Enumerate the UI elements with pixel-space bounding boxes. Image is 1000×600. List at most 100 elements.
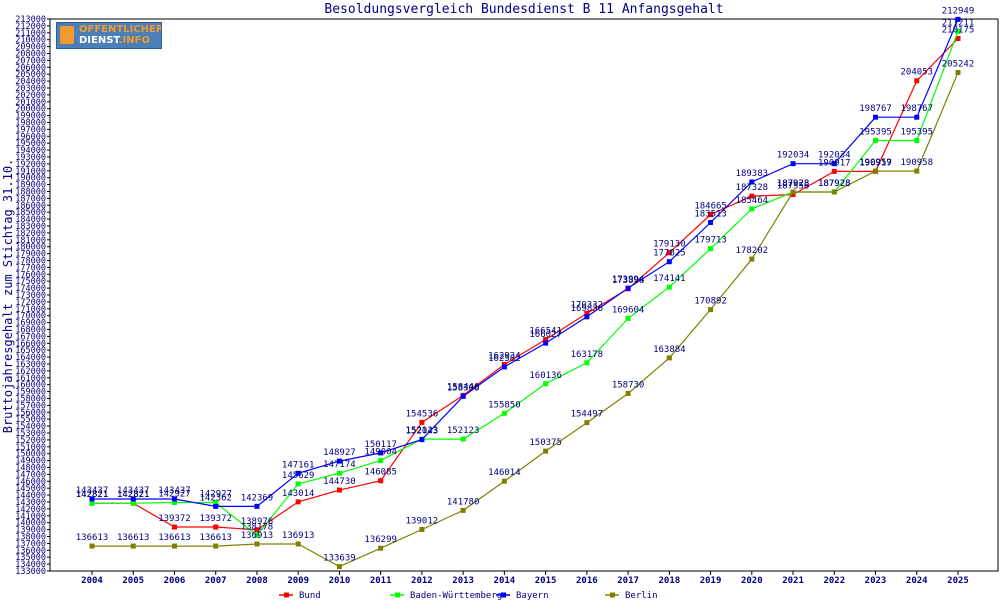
data-label: 136913: [241, 531, 274, 541]
y-tick-label: 152000: [15, 436, 46, 446]
data-label: 173994: [612, 275, 645, 285]
y-tick-label: 187000: [15, 194, 46, 204]
data-label: 204053: [901, 68, 934, 78]
data-point: [831, 161, 837, 167]
data-label: 152043: [406, 427, 439, 437]
x-tick-label: 2007: [205, 576, 227, 586]
x-tick-label: 2024: [906, 576, 928, 586]
data-point: [254, 532, 260, 538]
data-label: 150117: [364, 440, 397, 450]
data-label: 187928: [818, 179, 851, 189]
data-point: [584, 314, 590, 320]
x-tick-label: 2023: [865, 576, 887, 586]
data-point: [254, 503, 260, 509]
data-point: [955, 70, 961, 76]
data-point: [171, 543, 177, 549]
x-tick-label: 2020: [741, 576, 763, 586]
data-point: [213, 503, 219, 509]
x-tick-label: 2019: [700, 576, 722, 586]
y-tick-label: 160000: [15, 381, 46, 391]
data-label: 149004: [364, 448, 397, 458]
data-label: 212949: [942, 6, 975, 16]
y-tick-label: 213000: [15, 15, 46, 25]
y-tick-label: 179000: [15, 250, 46, 260]
x-tick-label: 2004: [81, 576, 103, 586]
data-point: [336, 470, 342, 476]
y-tick-label: 191000: [15, 167, 46, 177]
y-tick-label: 175000: [15, 277, 46, 287]
logo-line-1: OFFENTLICHER: [79, 24, 162, 35]
data-point: [501, 364, 507, 370]
data-point: [378, 478, 384, 484]
data-point: [625, 285, 631, 291]
y-tick-label: 180000: [15, 243, 46, 253]
x-tick-label: 2022: [823, 576, 845, 586]
data-label: 190917: [818, 158, 851, 168]
data-point: [501, 410, 507, 416]
y-tick-label: 171000: [15, 305, 46, 315]
data-point: [790, 192, 796, 198]
series-line: [92, 19, 959, 507]
data-point: [130, 543, 136, 549]
y-tick-label: 158000: [15, 395, 46, 405]
y-tick-label: 195000: [15, 139, 46, 149]
x-tick-label: 2008: [246, 576, 268, 586]
data-point: [914, 78, 920, 84]
data-label: 152123: [406, 426, 439, 436]
data-label: 166541: [529, 327, 562, 337]
logo-line-2: DIENST.INFO: [79, 35, 150, 46]
data-label: 155850: [488, 400, 521, 410]
data-label: 148927: [323, 448, 356, 458]
y-tick-label: 167000: [15, 332, 46, 342]
data-point: [213, 500, 219, 506]
data-point: [336, 487, 342, 493]
x-tick-label: 2025: [947, 576, 969, 586]
y-tick-label: 159000: [15, 388, 46, 398]
data-label: 160136: [529, 371, 562, 381]
data-label: 136613: [199, 533, 232, 543]
y-tick-label: 138000: [15, 533, 46, 543]
y-tick-label: 201000: [15, 98, 46, 108]
chart-title: Besoldungsvergleich Bundesdienst B 11 An…: [324, 2, 723, 17]
data-point: [584, 420, 590, 426]
y-tick-label: 186000: [15, 201, 46, 211]
data-point: [708, 212, 714, 218]
data-label: 179130: [653, 240, 686, 250]
data-label: 166027: [529, 330, 562, 340]
y-tick-label: 182000: [15, 229, 46, 239]
site-logo[interactable]: OFFENTLICHER DIENST.INFO: [56, 22, 162, 49]
data-point: [873, 114, 879, 120]
data-label: 150375: [529, 438, 562, 448]
data-label: 142927: [158, 490, 191, 500]
data-label: 187328: [736, 183, 769, 193]
data-point: [790, 189, 796, 195]
data-point: [790, 161, 796, 167]
series-line: [92, 38, 959, 531]
y-tick-label: 143000: [15, 498, 46, 508]
data-label: 158446: [447, 382, 480, 392]
legend-swatch-marker: [284, 592, 289, 598]
y-tick-label: 161000: [15, 374, 46, 384]
data-point: [171, 496, 177, 502]
data-label: 211211: [942, 18, 975, 28]
data-label: 187928: [777, 179, 810, 189]
data-point: [914, 168, 920, 174]
x-tick-label: 2015: [535, 576, 557, 586]
x-tick-label: 2011: [370, 576, 392, 586]
y-tick-label: 164000: [15, 353, 46, 363]
y-tick-label: 154000: [15, 422, 46, 432]
y-tick-label: 145000: [15, 484, 46, 494]
y-tick-label: 200000: [15, 105, 46, 115]
data-label: 177825: [653, 249, 686, 259]
data-point: [873, 137, 879, 143]
data-label: 190917: [859, 158, 892, 168]
data-label: 192034: [777, 151, 810, 161]
data-label: 143014: [282, 489, 315, 499]
data-label: 142821: [76, 490, 109, 500]
y-tick-label: 141000: [15, 512, 46, 522]
y-tick-label: 198000: [15, 119, 46, 129]
y-tick-label: 150000: [15, 450, 46, 460]
y-tick-label: 194000: [15, 146, 46, 156]
y-tick-label: 197000: [15, 125, 46, 135]
